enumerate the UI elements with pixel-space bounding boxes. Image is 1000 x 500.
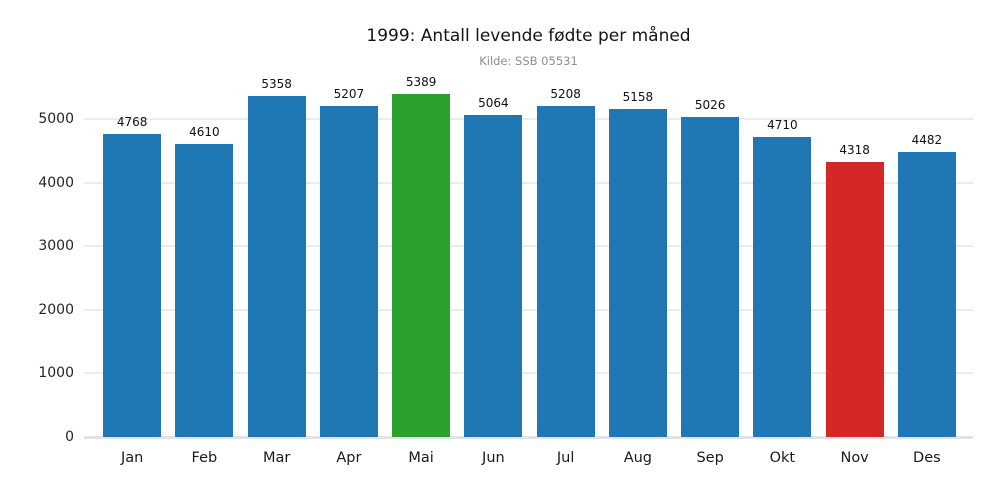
bar-value-label-apr: 5207 — [333, 87, 365, 101]
gridline-1000 — [84, 372, 973, 375]
x-tick-label-apr: Apr — [336, 450, 362, 466]
x-tick-label-mai: Mai — [408, 450, 434, 466]
gridline-4000 — [84, 181, 973, 184]
bar-aug — [608, 109, 667, 437]
chart-title: 1999: Antall levende fødte per måned — [366, 26, 691, 46]
bar-value-label-aug: 5158 — [622, 90, 654, 104]
x-tick-label-okt: Okt — [769, 450, 796, 466]
x-tick-label-jan: Jan — [120, 450, 144, 466]
bar-jul — [536, 106, 595, 437]
y-tick-label-0: 0 — [65, 429, 74, 445]
bar-value-label-jun: 5064 — [478, 96, 509, 110]
x-tick-label-aug: Aug — [623, 450, 653, 466]
x-tick-label-jul: Jul — [556, 450, 575, 466]
bar-value-label-feb: 4610 — [189, 125, 220, 139]
bar-nov — [825, 162, 884, 437]
bar-jun — [464, 115, 523, 437]
bar-apr — [319, 106, 378, 437]
bar-value-label-sep: 5026 — [694, 98, 726, 112]
y-tick-label-2000: 2000 — [38, 301, 74, 318]
x-tick-label-feb: Feb — [191, 450, 218, 466]
bar-value-label-okt: 4710 — [767, 118, 798, 132]
bar-des — [897, 152, 956, 437]
x-tick-label-mar: Mar — [262, 450, 291, 466]
y-tick-label-1000: 1000 — [38, 365, 74, 382]
bar-sep — [681, 117, 740, 437]
x-tick-label-sep: Sep — [696, 450, 724, 466]
x-tick-label-des: Des — [913, 450, 941, 466]
gridline-3000 — [84, 245, 973, 248]
y-tick-label-4000: 4000 — [38, 174, 74, 191]
bar-value-label-jul: 5208 — [550, 87, 581, 101]
x-tick-label-nov: Nov — [840, 450, 869, 466]
bar-jan — [103, 134, 162, 437]
bar-value-label-des: 4482 — [911, 133, 943, 147]
y-tick-label-3000: 3000 — [38, 238, 74, 255]
bar-value-label-nov: 4318 — [839, 143, 870, 157]
bar-feb — [175, 144, 234, 437]
bar-value-label-jan: 4768 — [116, 115, 148, 129]
gridline-5000 — [84, 118, 973, 120]
gridline-2000 — [84, 308, 973, 311]
bar-mar — [247, 96, 306, 437]
bar-mai — [392, 94, 451, 437]
x-axis-line — [84, 436, 973, 439]
chart-subtitle: Kilde: SSB 05531 — [479, 54, 578, 68]
bar-value-label-mar: 5358 — [261, 77, 292, 91]
bar-okt — [753, 137, 812, 437]
x-tick-label-jun: Jun — [482, 450, 505, 466]
y-tick-label-5000: 5000 — [38, 111, 74, 127]
bar-value-label-mai: 5389 — [405, 75, 437, 89]
